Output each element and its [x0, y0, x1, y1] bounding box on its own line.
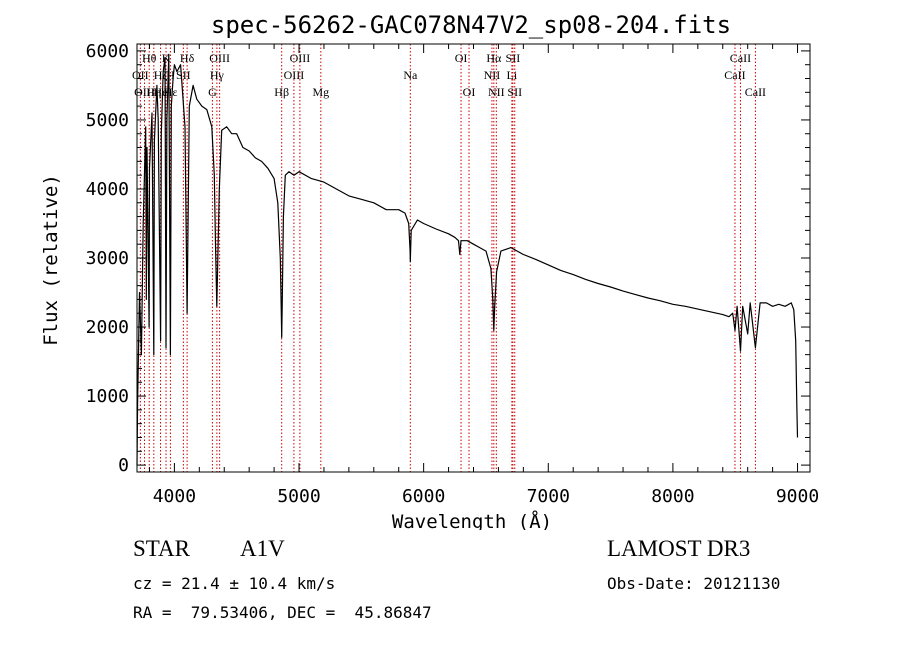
y-axis-label: Flux (relative)	[40, 174, 62, 346]
line-annotation: OIII	[134, 85, 155, 99]
plot-frame	[136, 43, 811, 473]
y-tick-label: 5000	[86, 110, 129, 131]
line-annotation: SII	[507, 85, 522, 99]
line-annotation: NII	[488, 85, 505, 99]
line-annotation: Hα	[486, 51, 502, 65]
spectral-type: A1V	[240, 536, 285, 561]
y-tick-label: 0	[118, 455, 129, 476]
line-annotation: Hγ	[210, 68, 225, 82]
line-annotation: Hβ	[274, 85, 289, 99]
line-annotation: G	[208, 85, 217, 99]
x-tick-label: 5000	[277, 486, 320, 507]
line-annotation: OII	[132, 68, 149, 82]
line-annotation: Li	[507, 68, 518, 82]
line-markers	[139, 44, 756, 472]
line-annotation: Mg	[312, 85, 329, 99]
line-annotation: NII	[484, 68, 501, 82]
ra-dec: RA = 79.53406, DEC = 45.86847	[133, 603, 432, 622]
line-annotation: OIII	[290, 51, 311, 65]
line-annotation: SII	[176, 68, 191, 82]
chart-title: spec-56262-GAC078N47V2_sp08-204.fits	[211, 11, 731, 39]
redshift-cz: cz = 21.4 ± 10.4 km/s	[133, 574, 336, 593]
y-tick-label: 6000	[86, 41, 129, 62]
line-annotation: Hδ	[180, 51, 195, 65]
line-annotation: Hζ	[154, 68, 168, 82]
y-tick-label: 2000	[86, 317, 129, 338]
line-annotation: CaII	[745, 85, 766, 99]
survey-name: LAMOST DR3	[607, 536, 751, 561]
axis-ticks: 4000 5000 6000 7000 8000 9000 0 1000 2000 3000 400…	[86, 41, 820, 507]
y-tick-label: 3000	[86, 248, 129, 269]
x-tick-label: 6000	[402, 486, 445, 507]
line-annotation: OIII	[209, 51, 230, 65]
line-annotation: H	[166, 68, 175, 82]
x-tick-label: 9000	[776, 486, 819, 507]
spectrum-series-line	[136, 53, 799, 466]
y-tick-label: 1000	[86, 386, 129, 407]
obs-date: Obs-Date: 20121130	[607, 574, 781, 593]
line-annotation: CaII	[724, 68, 745, 82]
line-annotation: OI	[463, 85, 476, 99]
spectrum-chart: spec-56262-GAC078N47V2_sp08-204.fits Hθ O…	[40, 11, 820, 530]
object-type: STAR	[133, 536, 190, 561]
line-annotation: Na	[403, 68, 418, 82]
x-tick-label: 8000	[651, 486, 694, 507]
line-annotation: Hε	[164, 85, 178, 99]
line-annotation: Hθ	[142, 51, 157, 65]
line-annotation: SII	[506, 51, 521, 65]
line-annotation: CaII	[730, 51, 751, 65]
x-tick-label: 4000	[153, 486, 196, 507]
x-axis-label: Wavelength (Å)	[392, 510, 552, 530]
line-annotation: OIII	[284, 68, 305, 82]
y-tick-label: 4000	[86, 179, 129, 200]
line-annotation: K	[162, 51, 171, 65]
line-annotation: OI	[455, 51, 468, 65]
x-tick-label: 7000	[527, 486, 570, 507]
